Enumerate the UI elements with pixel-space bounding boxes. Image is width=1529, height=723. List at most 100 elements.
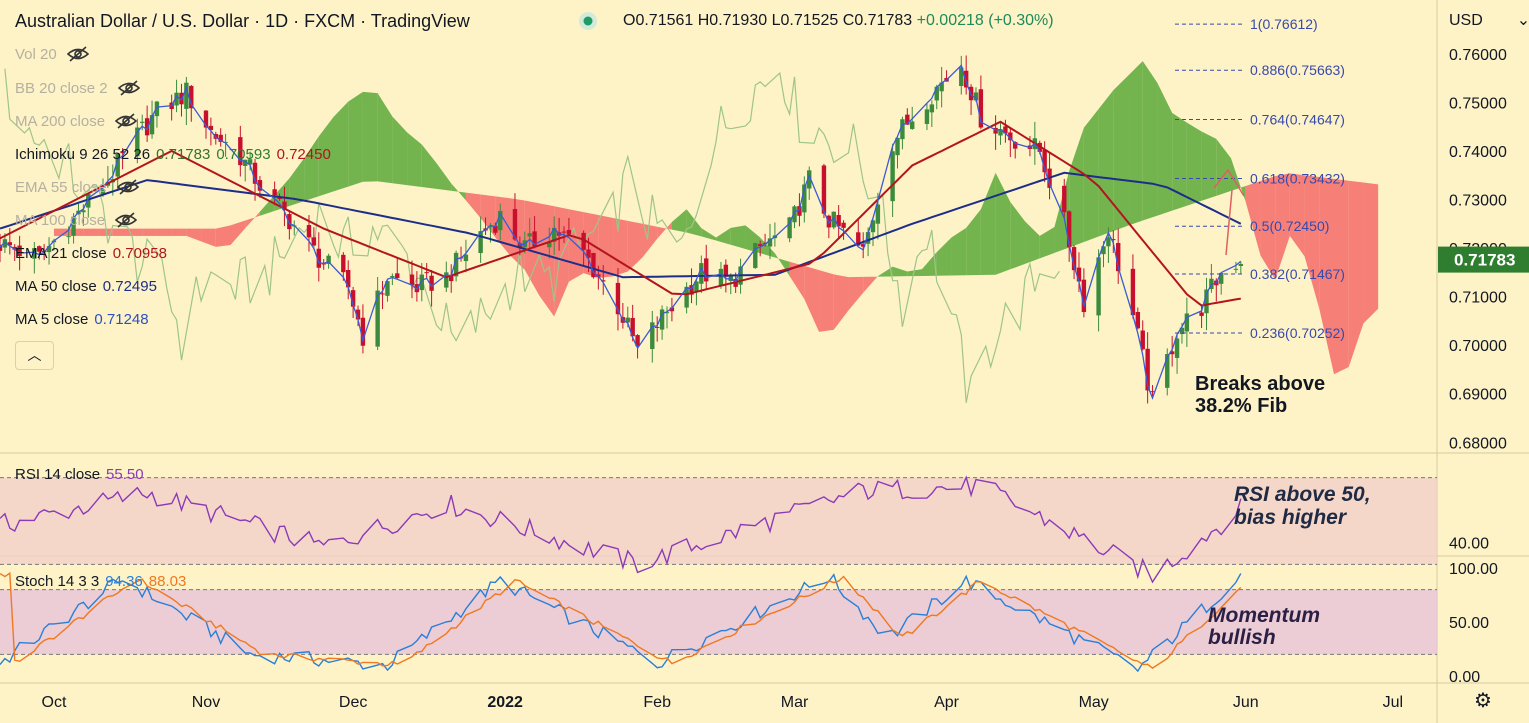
candle-body [154,101,160,117]
candle-body [243,159,248,166]
candle-body [998,129,1003,136]
candle-body [1199,312,1204,316]
ichimoku-cloud-segment [1245,181,1261,256]
candle-body [453,252,459,277]
candle-body [350,290,356,307]
candle-body [865,232,871,244]
ichimoku-cloud-segment [892,266,908,277]
candle-body [66,236,71,238]
ichimoku-cloud-segment [671,209,687,233]
candle-body [1042,149,1047,173]
candle-body [699,263,704,284]
time-tick-label: May [1079,694,1109,711]
ichimoku-cloud-segment [936,237,952,276]
candle-body [1165,354,1170,388]
candle-body [939,82,944,92]
candle-body [581,232,586,250]
ichimoku-cloud-segment [230,220,246,245]
time-tick-label: Mar [781,694,809,711]
candle-body [654,326,660,328]
legend-vol[interactable]: Vol 20 [15,46,89,66]
candle-body [807,170,812,189]
ichimoku-cloud-segment [657,221,672,239]
candle-body [449,275,454,282]
candle-body [836,214,841,227]
candle-body [7,242,13,246]
legend-ema21-value: 0.70958 [112,245,167,262]
candle-body [630,317,635,337]
ichimoku-cloud-segment [907,269,923,277]
ichimoku-cloud-segment [1098,90,1114,237]
ichimoku-cloud-segment [1216,138,1232,196]
stoch-band [0,589,1437,655]
candle-body [601,280,606,282]
ichimoku-cloud-segment [333,101,349,192]
time-tick-label: Feb [643,694,671,711]
ichimoku-cloud-segment [215,225,231,247]
legend-ma5[interactable]: MA 5 close 0.71248 [15,311,149,328]
legend-ichimoku-label: Ichimoku 9 26 52 26 [15,146,151,163]
hidden-eye-icon[interactable] [117,80,140,100]
legend-ma50[interactable]: MA 50 close 0.72495 [15,278,157,295]
candle-body [1116,243,1121,272]
candle-body [311,237,317,246]
candle-body [238,137,243,166]
ichimoku-cloud-segment [451,183,466,201]
annotation-rsi-line2: bias higher [1234,506,1347,529]
close-value: C0.71783 [842,12,913,29]
annotation-rsi-line1: RSI above 50, [1234,483,1371,506]
legend-ma100[interactable]: MA 100 close [15,212,138,232]
candle-body [71,216,76,236]
ichimoku-cloud-segment [819,270,834,332]
legend-ma200-label: MA 200 close [15,113,106,130]
ichimoku-cloud-segment [804,265,820,332]
legend-ma200[interactable]: MA 200 close [15,113,138,133]
hidden-eye-icon[interactable] [114,113,138,133]
candle-body [547,241,552,248]
stoch-tick-label: 0.00 [1449,669,1480,686]
hidden-eye-icon[interactable] [66,46,89,66]
candle-body [360,317,366,346]
legend-bb[interactable]: BB 20 close 2 [15,80,140,100]
legend-ema55[interactable]: EMA 55 close [15,179,139,199]
candle-body [684,286,689,308]
candle-body [419,274,424,291]
ichimoku-cloud-segment [348,91,363,187]
legend-ichimoku-v1: 0.71783 [156,146,211,163]
legend-stoch[interactable]: Stoch 14 3 3 94.36 88.03 [15,573,186,590]
ichimoku-cloud-segment [304,136,319,202]
candle-body [694,281,699,292]
candle-body [669,307,675,312]
ichimoku-cloud-segment [833,274,849,330]
high-value: H0.71930 [697,12,768,29]
legend-ichimoku[interactable]: Ichimoku 9 26 52 26 0.71783 0.70593 0.72450 [15,146,331,163]
stoch-tick-label: 50.00 [1449,615,1489,632]
candle-body [566,229,572,235]
candle-body [1130,268,1136,316]
ichimoku-cloud-segment [436,163,452,191]
hidden-eye-icon[interactable] [114,212,138,232]
collapse-legend-button[interactable]: ︿ [15,341,54,370]
ichimoku-cloud-segment [774,253,790,277]
hidden-eye-icon[interactable] [116,179,139,199]
annotation-arrow [1225,189,1233,256]
ichimoku-cloud-segment [142,228,157,236]
legend-ma5-label: MA 5 close [15,311,89,328]
candle-body [860,244,866,247]
legend-rsi[interactable]: RSI 14 close 55.50 [15,466,144,483]
candle-body [635,335,640,347]
legend-ema21[interactable]: EMA 21 close 0.70958 [15,245,167,262]
candle-body [1106,237,1111,247]
legend-ichimoku-v3: 0.72450 [276,146,331,163]
legend-rsi-label: RSI 14 close [15,466,101,483]
candle-body [561,231,567,233]
settings-gear-icon[interactable]: ⚙ [1474,690,1492,712]
ichimoku-cloud-segment [362,91,378,182]
candle-body [208,125,214,130]
rsi-tick-label: 40.00 [1449,536,1489,553]
candle-body [272,189,277,196]
candle-body [615,282,621,315]
candle-body [767,238,773,247]
currency-selector[interactable]: USD ⌄ [1449,10,1529,30]
